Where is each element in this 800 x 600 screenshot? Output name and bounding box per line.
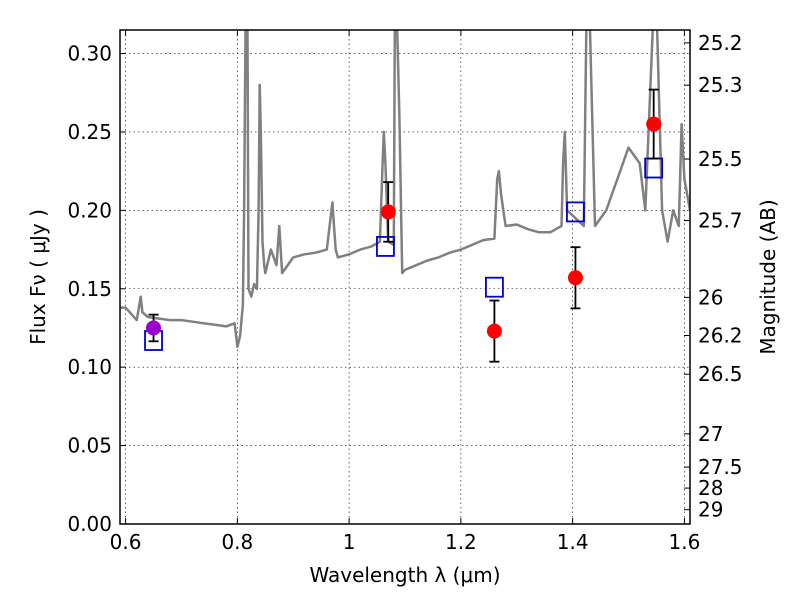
plot-frame xyxy=(119,29,691,525)
x-tick-label: 1.6 xyxy=(669,530,701,554)
model-photometry-box xyxy=(566,201,585,223)
model-photometry-box xyxy=(376,236,395,257)
x-tick-label: 1 xyxy=(343,530,356,554)
y2-tick-label: 25.7 xyxy=(698,209,743,233)
y2-tick-label: 25.3 xyxy=(698,73,743,97)
y-tick-label: 0.05 xyxy=(67,434,112,458)
y2-tick-label: 25.5 xyxy=(698,147,743,171)
y2-tick-label: 26.2 xyxy=(698,323,743,347)
x-axis-label: Wavelength λ (μm) xyxy=(309,563,500,587)
y-axis-label: Flux Fν ( μJy ) xyxy=(26,209,50,345)
y2-tick-label: 26 xyxy=(698,285,723,309)
y-tick-label: 0.25 xyxy=(67,120,112,144)
y2-tick-label: 27.5 xyxy=(698,455,743,479)
y2-tick-label: 28 xyxy=(698,476,723,500)
observed-photometry-point xyxy=(486,323,502,339)
y-tick-label: 0.15 xyxy=(67,277,112,301)
y2-tick-label: 25.2 xyxy=(698,31,743,55)
y-tick-label: 0.00 xyxy=(67,512,112,536)
model-spectrum-line xyxy=(120,30,690,349)
y2-tick-label: 27 xyxy=(698,422,723,446)
model-photometry-box xyxy=(485,276,504,298)
photometry-layer xyxy=(144,88,664,363)
x-tick-label: 1.2 xyxy=(445,530,477,554)
y-tick-label: 0.10 xyxy=(67,355,112,379)
observed-photometry-point xyxy=(146,320,162,336)
y2-axis-label: Magnitude (AB) xyxy=(756,199,780,354)
observed-photometry-point xyxy=(646,116,662,132)
y2-tick-label: 29 xyxy=(698,498,723,522)
model-spectrum-layer xyxy=(120,30,690,349)
x-tick-label: 0.8 xyxy=(221,530,253,554)
y-tick-label: 0.30 xyxy=(67,42,112,66)
ticks: 0.6 0.8 1 1.2 1.4 1.6 0.00 0.05 0.10 0.15 0.20 0.25… xyxy=(67,30,743,554)
y-tick-label: 0.20 xyxy=(67,198,112,222)
observed-photometry-point xyxy=(380,204,396,220)
plot-background xyxy=(120,30,690,524)
observed-photometry-point xyxy=(567,270,583,286)
y2-tick-label: 26.5 xyxy=(698,362,743,386)
x-tick-label: 1.4 xyxy=(557,530,589,554)
x-tick-label: 0.6 xyxy=(110,530,142,554)
